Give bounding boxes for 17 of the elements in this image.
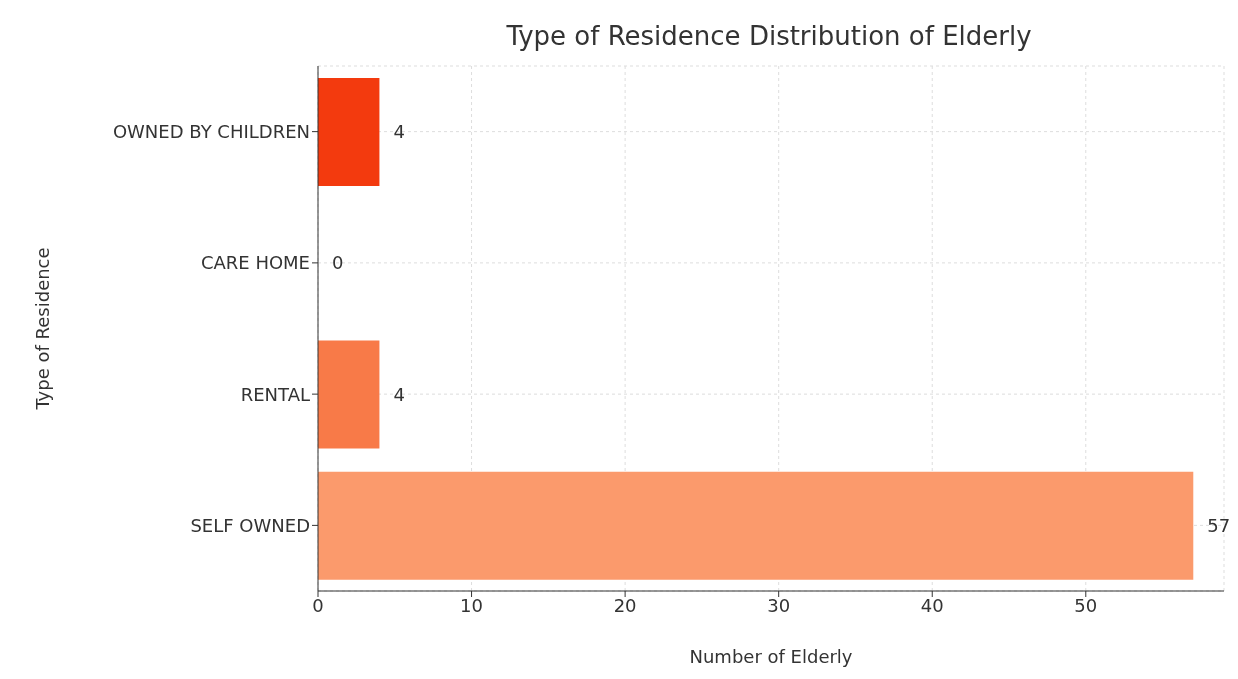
x-tick-label: 10 (460, 594, 484, 616)
x-tick-label: 0 (312, 594, 324, 616)
y-tick-label: OWNED BY CHILDREN (112, 121, 310, 143)
x-tick-label: 20 (613, 594, 637, 616)
y-tick-label: SELF OWNED (190, 514, 310, 536)
y-tick-label: CARE HOME (200, 252, 310, 274)
x-axis-title: Number of Elderly (689, 646, 853, 667)
y-axis-title: Type of Residence (32, 247, 54, 411)
y-tick-label: RENTAL (240, 383, 310, 405)
x-tick-label: 30 (767, 594, 791, 616)
x-tick-label: 40 (920, 594, 944, 616)
chart-title: Type of Residence Distribution of Elderly (505, 20, 1033, 53)
data-label: 4 (393, 383, 405, 405)
x-tick-label: 50 (1074, 594, 1098, 616)
data-label: 0 (332, 252, 344, 274)
data-label: 57 (1207, 514, 1231, 536)
data-label: 4 (393, 121, 405, 143)
